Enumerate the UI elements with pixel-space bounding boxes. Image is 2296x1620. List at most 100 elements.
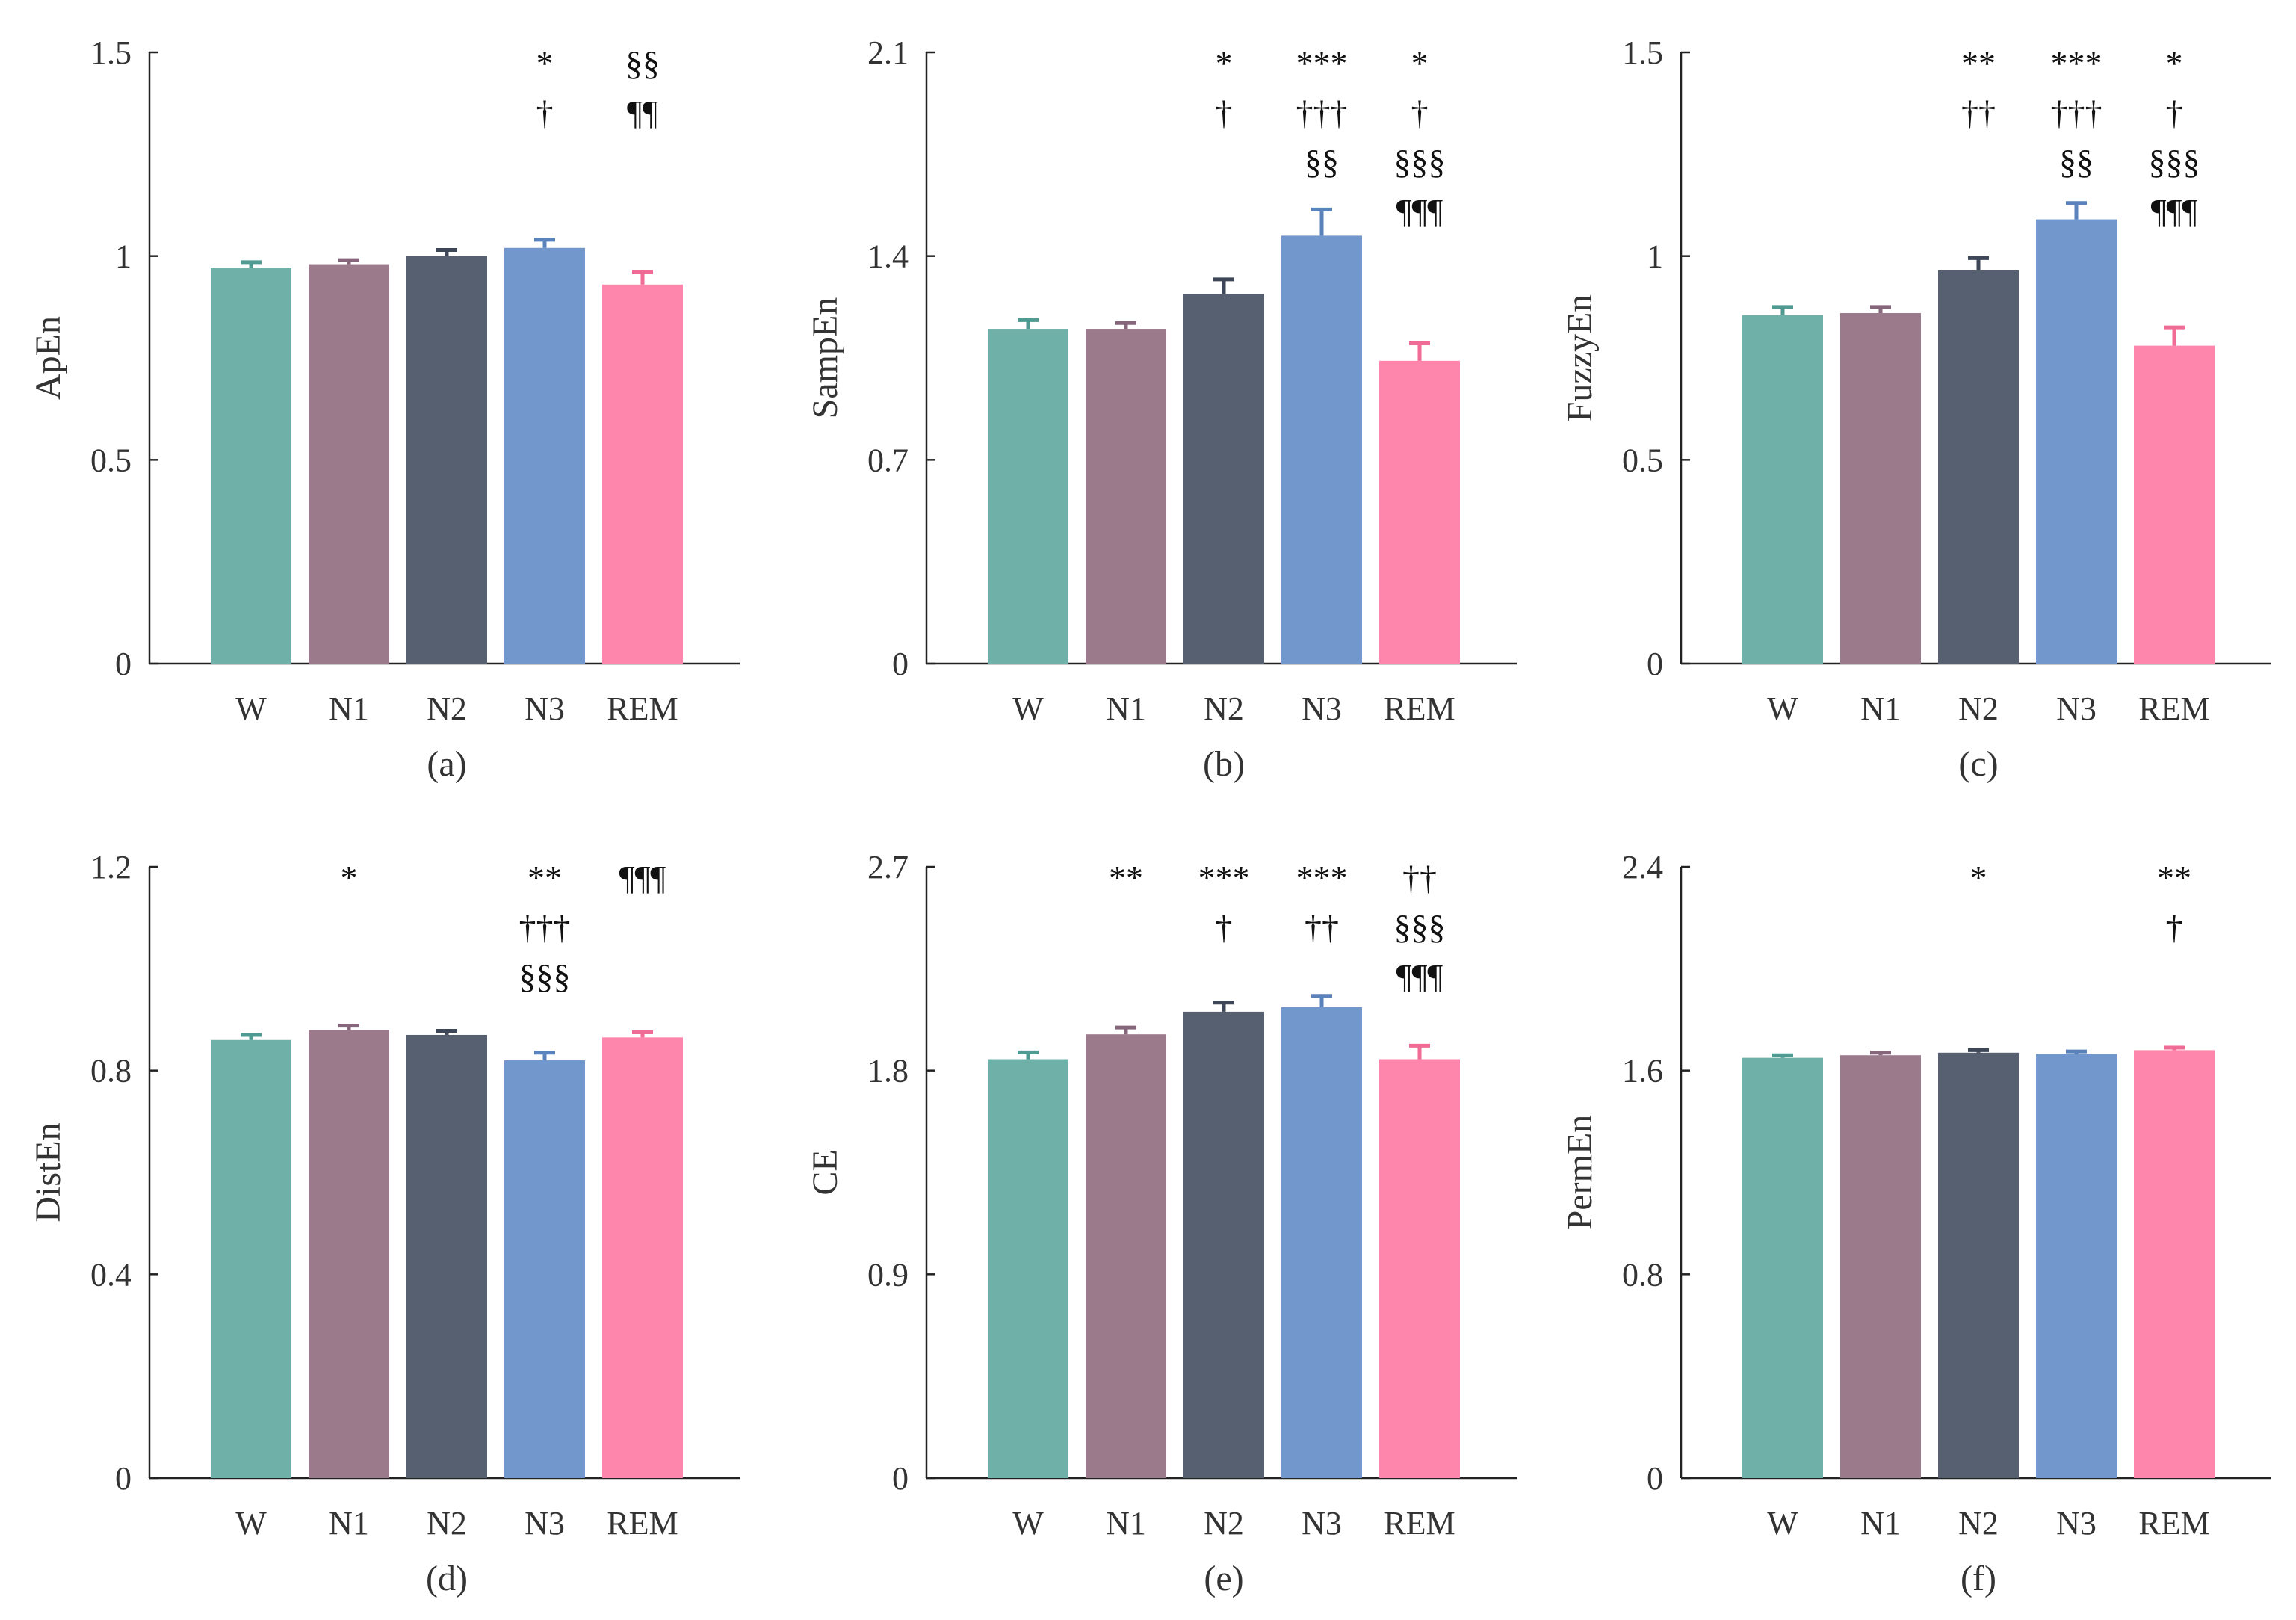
x-tick-label: REM <box>607 1505 678 1542</box>
x-tick-label: N1 <box>1106 1505 1146 1542</box>
bar-N3 <box>1281 235 1362 664</box>
bar-N3 <box>2036 1054 2117 1478</box>
significance-marker: ¶¶¶ <box>2151 192 2198 230</box>
significance-marker: *** <box>1296 44 1348 82</box>
x-tick-label: N1 <box>1860 690 1901 727</box>
y-tick-label: 1.2 <box>90 849 131 885</box>
significance-marker: * <box>1411 44 1429 82</box>
bar-N2 <box>1183 294 1264 664</box>
panel-caption: (b) <box>1203 744 1245 784</box>
y-tick-label: 0.9 <box>867 1256 909 1293</box>
significance-marker: §§§ <box>519 957 571 995</box>
bar-N3 <box>504 247 585 664</box>
x-tick-label: W <box>235 690 267 727</box>
x-tick-label: REM <box>2138 1505 2209 1542</box>
significance-marker: *** <box>1296 859 1348 897</box>
y-tick-label: 2.4 <box>1622 849 1663 885</box>
bar-N1 <box>1840 313 1921 664</box>
significance-marker: *** <box>1198 859 1250 897</box>
y-tick-label: 2.7 <box>867 849 909 885</box>
significance-marker: §§ <box>2059 143 2094 181</box>
bar-N1 <box>1086 329 1166 664</box>
bar-N1 <box>1086 1034 1166 1478</box>
y-tick-label: 1.4 <box>867 238 909 275</box>
x-tick-label: N2 <box>1958 690 1999 727</box>
bar-REM <box>2134 345 2215 664</box>
panel-caption: (a) <box>427 744 466 784</box>
significance-marker: ¶¶¶ <box>1396 192 1443 230</box>
panel-caption: (f) <box>1961 1559 1996 1598</box>
y-axis-label: CE <box>805 1149 845 1195</box>
panel-caption: (c) <box>1958 744 1998 784</box>
panel-caption: (d) <box>426 1559 468 1598</box>
x-tick-label: N2 <box>427 1505 467 1542</box>
bar-N1 <box>309 264 389 664</box>
bar-REM <box>2134 1050 2215 1478</box>
significance-marker: ¶¶¶ <box>1396 957 1443 995</box>
y-tick-label: 1 <box>115 238 131 275</box>
bar-N2 <box>406 256 487 664</box>
x-tick-label: N3 <box>525 690 565 727</box>
significance-marker: †† <box>1961 93 1996 132</box>
significance-marker: * <box>2166 44 2183 82</box>
significance-marker: ** <box>2157 859 2191 897</box>
bar-N1 <box>309 1030 389 1478</box>
y-tick-label: 0.5 <box>1622 442 1663 478</box>
bar-W <box>988 329 1068 664</box>
y-tick-label: 0 <box>115 646 131 682</box>
significance-marker: †† <box>1305 908 1339 946</box>
y-tick-label: 1.8 <box>867 1053 909 1089</box>
x-tick-label: N1 <box>329 690 369 727</box>
bar-W <box>211 1039 291 1478</box>
bar-W <box>211 268 291 664</box>
y-tick-label: 0 <box>892 646 909 682</box>
bar-N3 <box>1281 1007 1362 1478</box>
panel-b-sampen: 0 0.7 1.4 2.1 SampEn W N1 N2 * † N3 *** ††† §§ REM * † §§… <box>805 34 1517 784</box>
significance-marker: *** <box>2051 44 2102 82</box>
panel-a-apen: 0 0.5 1 1.5 ApEn W N1 N2 N3 * † REM §§ ¶¶ (a) <box>28 34 740 784</box>
significance-marker: ** <box>527 859 562 897</box>
y-axis-label: SampEn <box>805 297 845 419</box>
y-tick-label: 0.7 <box>867 442 909 478</box>
bar-W <box>988 1059 1068 1478</box>
bar-REM <box>602 284 683 664</box>
bar-N2 <box>1938 1052 2019 1478</box>
bar-N1 <box>1840 1055 1921 1478</box>
y-tick-label: 0 <box>115 1460 131 1497</box>
x-tick-label: W <box>235 1505 267 1542</box>
y-tick-label: 0 <box>1647 1460 1663 1497</box>
x-tick-label: N2 <box>427 690 467 727</box>
significance-marker: §§§ <box>1394 908 1446 946</box>
x-tick-label: N3 <box>525 1505 565 1542</box>
significance-marker: §§§ <box>1394 143 1446 181</box>
y-tick-label: 0.4 <box>90 1256 131 1293</box>
x-tick-label: REM <box>607 690 678 727</box>
y-axis-label: DistEn <box>28 1122 68 1222</box>
bar-W <box>1742 315 1823 664</box>
significance-marker: †† <box>1402 859 1437 897</box>
significance-marker: §§§ <box>2149 143 2200 181</box>
x-tick-label: N1 <box>329 1505 369 1542</box>
panel-f-permen: 0 0.8 1.6 2.4 PermEn W N1 N2 * N3 REM ** † (f) <box>1560 849 2271 1598</box>
x-tick-label: W <box>1012 690 1044 727</box>
bar-REM <box>1379 1059 1460 1478</box>
x-tick-label: N3 <box>1302 690 1342 727</box>
panel-d-distEn: 0 0.4 0.8 1.2 DistEn W N1 * N2 N3 ** ††† §§§ REM ¶¶¶ (d… <box>28 849 740 1598</box>
bar-N3 <box>2036 219 2117 664</box>
significance-marker: * <box>341 859 358 897</box>
y-tick-label: 0 <box>892 1460 909 1497</box>
x-tick-label: N2 <box>1204 1505 1244 1542</box>
x-tick-label: W <box>1767 1505 1798 1542</box>
significance-marker: † <box>536 93 554 132</box>
x-tick-label: N3 <box>2056 690 2097 727</box>
y-tick-label: 1.6 <box>1622 1053 1663 1089</box>
x-tick-label: W <box>1767 690 1798 727</box>
significance-marker: † <box>1216 93 1233 132</box>
bar-REM <box>602 1037 683 1478</box>
bar-N2 <box>406 1034 487 1478</box>
significance-marker: † <box>2166 93 2183 132</box>
y-tick-label: 0 <box>1647 646 1663 682</box>
x-tick-label: W <box>1012 1505 1044 1542</box>
x-tick-label: N2 <box>1204 690 1244 727</box>
